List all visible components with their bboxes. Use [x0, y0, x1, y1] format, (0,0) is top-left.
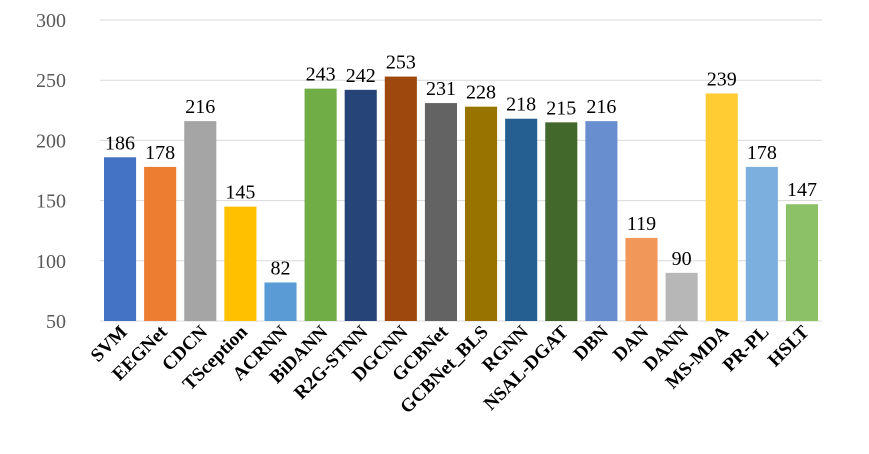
data-label: 216	[586, 96, 616, 118]
gridlines	[100, 19, 822, 322]
data-label: 82	[271, 257, 291, 279]
y-tick-label: 50	[46, 311, 66, 333]
data-label: 215	[546, 97, 576, 119]
data-label: 231	[426, 78, 456, 100]
bar-rgnn	[505, 118, 538, 321]
bar-dann	[665, 272, 698, 321]
data-label: 145	[225, 182, 255, 204]
bar-hslt	[785, 204, 818, 321]
data-label: 239	[707, 68, 737, 90]
data-label: 178	[747, 142, 777, 164]
x-axis-labels: SVMEEGNetCDCNTSceptionACRNNBiDANNR2G-STN…	[87, 321, 814, 418]
x-category-label: DBN	[570, 321, 613, 364]
data-label: 186	[105, 132, 135, 154]
bar-tsception	[224, 206, 257, 321]
bar-dan	[625, 237, 658, 321]
y-tick-label: 250	[36, 70, 66, 92]
y-axis-ticks: 50 100 150 200 250 300	[36, 10, 66, 333]
data-label: 253	[386, 52, 416, 74]
data-label: 216	[185, 96, 215, 118]
bar-pr-pl	[745, 166, 778, 321]
bars	[104, 76, 818, 322]
data-label: 90	[672, 248, 692, 270]
bar-r2g-stnn	[344, 89, 377, 321]
bar-cdcn	[184, 121, 217, 321]
y-tick-label: 200	[36, 130, 66, 152]
data-label: 147	[787, 179, 817, 201]
data-label: 243	[306, 64, 336, 86]
bar-dgcnn	[384, 76, 417, 321]
bar-ms-mda	[705, 93, 738, 321]
data-label: 178	[145, 142, 175, 164]
data-label: 228	[466, 82, 496, 104]
bar-gcbnet	[424, 103, 457, 322]
x-category-label: HSLT	[764, 321, 814, 371]
bar-dbn	[585, 121, 618, 321]
bar-acrnn	[264, 282, 297, 321]
bar-gcbnet-bls	[465, 106, 498, 321]
x-category-label: PR-PL	[719, 322, 773, 376]
data-labels: 186 178 216 145 82 243 242 253 231 228 218 215 216 11…	[105, 52, 817, 280]
bar-svm	[104, 157, 137, 321]
bar-nsal-dgat	[545, 122, 578, 321]
data-label: 119	[627, 213, 656, 235]
y-tick-label: 150	[36, 191, 66, 213]
y-tick-label: 100	[36, 251, 66, 273]
bar-eegnet	[144, 166, 177, 321]
data-label: 242	[346, 65, 376, 87]
data-label: 218	[506, 94, 536, 116]
bar-bidann	[304, 88, 337, 322]
y-tick-label: 300	[36, 10, 66, 32]
